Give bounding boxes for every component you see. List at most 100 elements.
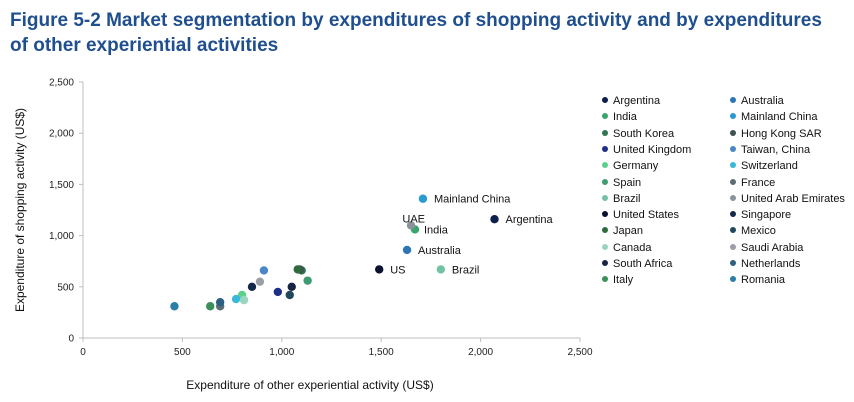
y-tick-label: 1,500 [49, 180, 74, 191]
point-taiwan-china [259, 266, 269, 275]
legend-label: Spain [613, 176, 642, 189]
x-tick-label: 2,500 [567, 347, 592, 358]
legend-marker [730, 113, 736, 120]
x-tick-label: 1,500 [369, 347, 394, 358]
legend-marker [730, 260, 736, 267]
legend-label: Romania [741, 274, 786, 287]
legend-marker [602, 129, 608, 136]
point-saudi-arabia [255, 277, 265, 286]
legend-label: South Africa [613, 258, 673, 270]
point-south-africa [287, 282, 296, 291]
legend-item: Argentina [602, 95, 660, 107]
point-label-united-states: US [390, 264, 405, 276]
x-tick-label: 1,000 [269, 347, 294, 358]
legend-marker [602, 145, 608, 152]
point-label-mainland-china: Mainland China [434, 194, 511, 206]
legend-label: Argentina [613, 95, 661, 107]
legend-item: Mexico [730, 225, 776, 237]
legend-label: Saudi Arabia [741, 241, 804, 254]
legend-marker [730, 129, 736, 136]
legend-item: Netherlands [730, 258, 800, 270]
legend-marker [602, 113, 608, 120]
x-axis-label: Expenditure of other experiential activi… [186, 378, 433, 392]
legend-label: India [613, 111, 637, 124]
x-tick-label: 500 [174, 347, 191, 358]
point-romania [170, 302, 179, 311]
legend-item: South Africa [602, 258, 672, 270]
legend-item: Mainland China [730, 111, 817, 123]
point-label-united-arab-emirates: UAE [402, 213, 425, 225]
legend-label: United States [613, 209, 680, 222]
point-united-kingdom [273, 287, 283, 297]
legend-marker [602, 178, 608, 185]
legend-item: Canada [602, 242, 652, 254]
legend-item: India [602, 111, 637, 123]
point-united-states [375, 265, 384, 274]
legend-item: Germany [602, 160, 658, 172]
y-tick-label: 500 [57, 282, 74, 293]
legend-label: Mainland China [741, 111, 818, 124]
x-tick-label: 2,000 [468, 347, 493, 358]
point-canada [239, 295, 249, 305]
x-tick-label: 0 [80, 347, 86, 358]
legend-item: Japan [602, 225, 643, 237]
y-tick-label: 0 [68, 334, 74, 345]
point-singapore [247, 282, 257, 291]
point-netherlands [215, 297, 225, 307]
legend-label: Germany [613, 160, 659, 173]
legend-label: South Korea [613, 127, 675, 140]
legend-marker [602, 211, 608, 218]
legend-item: Brazil [602, 193, 641, 205]
point-australia [402, 245, 412, 255]
legend-item: Romania [730, 274, 785, 286]
y-tick-label: 2,500 [49, 78, 74, 89]
legend-label: United Arab Emirates [741, 192, 845, 205]
point-label-india: India [424, 224, 449, 236]
legend-item: Spain [602, 177, 641, 189]
legend-item: Hong Kong SAR [730, 128, 822, 140]
legend-marker [602, 276, 608, 283]
legend-marker [602, 260, 608, 267]
legend-label: Switzerland [741, 160, 798, 173]
legend-label: Mexico [741, 225, 776, 238]
legend-marker [602, 227, 608, 234]
point-mexico [285, 290, 294, 300]
chart-title: Figure 5-2 Market segmentation by expend… [10, 10, 822, 56]
legend-item: Australia [730, 95, 784, 107]
legend-marker [730, 276, 736, 283]
legend-item: France [730, 177, 775, 189]
legend-marker [602, 243, 608, 250]
legend-label: Hong Kong SAR [741, 127, 822, 140]
legend-item: Taiwan, China [730, 144, 810, 156]
legend-item: Saudi Arabia [730, 242, 803, 254]
point-argentina [490, 215, 499, 224]
point-label-argentina: Argentina [506, 214, 554, 226]
legend-label: Australia [741, 95, 784, 107]
point-united-arab-emirates [406, 221, 416, 230]
point-label-brazil: Brazil [452, 264, 480, 276]
point-italy [206, 302, 215, 311]
legend-item: Switzerland [730, 160, 798, 172]
legend-marker [730, 162, 736, 169]
legend-label: United Kingdom [613, 143, 692, 156]
point-switzerland [231, 294, 241, 304]
point-label-australia: Australia [418, 245, 462, 257]
legend-label: Taiwan, China [741, 143, 811, 156]
legend-label: Brazil [613, 192, 641, 205]
legend-marker [730, 97, 736, 104]
point-brazil [436, 265, 446, 274]
legend-label: Italy [613, 274, 634, 287]
y-tick-label: 1,000 [49, 231, 74, 242]
legend-label: Singapore [741, 209, 792, 222]
legend-marker [602, 162, 608, 169]
legend-item: South Korea [602, 128, 674, 140]
legend-marker [730, 227, 736, 234]
legend-label: Japan [613, 225, 643, 238]
legend-marker [730, 145, 736, 152]
y-tick-label: 2,000 [49, 129, 74, 140]
legend-marker [730, 178, 736, 185]
point-mainland-china [418, 194, 428, 203]
y-axis-label: Expenditure of shopping activity (US$) [13, 108, 27, 312]
legend-item: United Kingdom [602, 144, 691, 156]
